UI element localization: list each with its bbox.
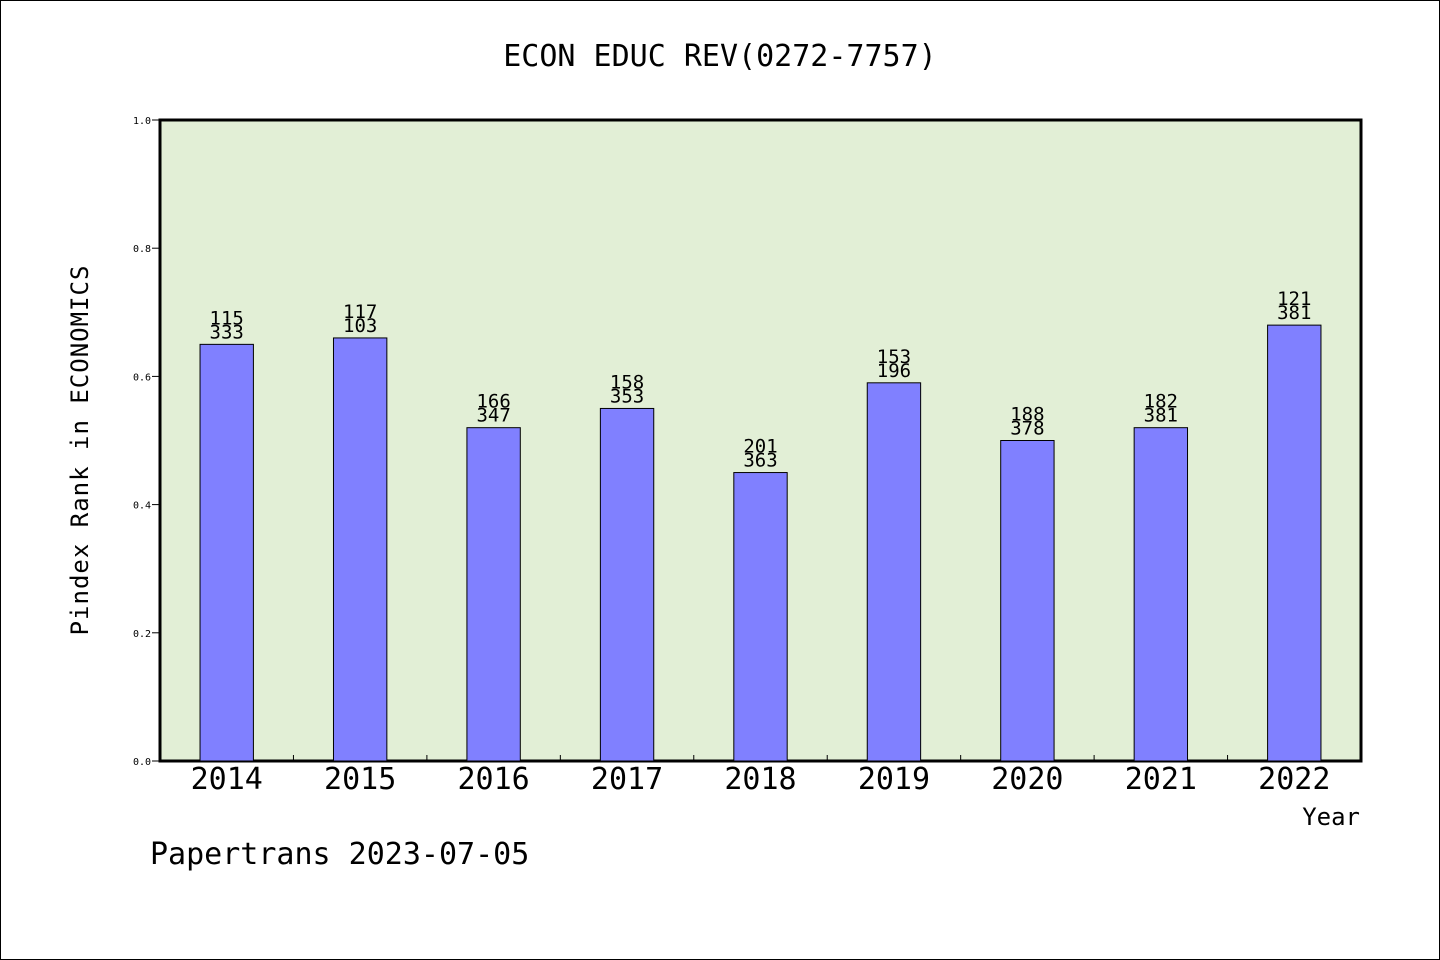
x-tick-label: 2014 xyxy=(191,762,263,797)
bar-2016 xyxy=(466,427,521,762)
bar-2019 xyxy=(866,382,922,762)
bar-2014 xyxy=(199,343,254,762)
y-axis-label: Pindex Rank in ECONOMICS xyxy=(66,265,94,636)
x-axis-label: Year xyxy=(1302,803,1360,831)
bars-group: 1153331171031663471583532013631531961883… xyxy=(199,288,1322,762)
y-tick-label: 0.4 xyxy=(133,501,151,512)
bar-label-bottom: 333 xyxy=(210,321,244,343)
bar-label-top: 121 xyxy=(1277,288,1311,310)
bar-label-top: 158 xyxy=(610,371,644,393)
x-tick-label: 2015 xyxy=(324,762,396,797)
bar-2015 xyxy=(332,337,388,762)
x-tick-label: 2020 xyxy=(991,762,1063,797)
bar-label-top: 153 xyxy=(877,346,911,368)
bar-label-bottom: 347 xyxy=(476,405,510,427)
bar-label-top: 117 xyxy=(343,301,377,323)
bar-label-bottom: 363 xyxy=(743,450,777,472)
y-tick-label: 0.8 xyxy=(133,244,151,255)
x-tick-label: 2017 xyxy=(591,762,663,797)
y-tick-label: 0.2 xyxy=(133,629,151,640)
bar-2017 xyxy=(599,407,655,762)
bar-2020 xyxy=(1000,440,1055,762)
bar-label-top: 188 xyxy=(1010,404,1044,426)
x-tick-label: 2016 xyxy=(457,762,529,797)
bar-2022 xyxy=(1267,324,1322,762)
bar-2021 xyxy=(1133,427,1189,762)
y-tick-label: 0.6 xyxy=(133,372,151,383)
bar-label-bottom: 103 xyxy=(343,315,377,337)
footer-credit: Papertrans 2023-07-05 xyxy=(150,837,529,872)
x-axis-ticks: 2014 2015 2016 2017 2018 2019 2020 2021 2022 xyxy=(191,755,1330,797)
bar-label-top: 201 xyxy=(743,436,777,458)
bar-label-top: 115 xyxy=(210,307,244,329)
bar-label-bottom: 353 xyxy=(610,385,644,407)
x-tick-label: 2019 xyxy=(858,762,930,797)
x-tick-label: 2021 xyxy=(1125,762,1197,797)
y-tick-label: 1.0 xyxy=(133,116,151,127)
bar-2018 xyxy=(733,472,788,762)
bar-label-top: 182 xyxy=(1144,391,1178,413)
x-tick-label: 2018 xyxy=(724,762,796,797)
chart-title: ECON EDUC REV(0272-7757) xyxy=(503,39,936,74)
bar-label-bottom: 378 xyxy=(1010,418,1044,440)
y-axis-ticks: 0.0 0.2 0.4 0.6 0.8 1.0 xyxy=(133,116,160,768)
x-tick-label: 2022 xyxy=(1258,762,1330,797)
bar-label-top: 166 xyxy=(476,391,510,413)
bar-label-bottom: 381 xyxy=(1144,405,1178,427)
bar-label-bottom: 196 xyxy=(877,360,911,382)
y-tick-label: 0.0 xyxy=(133,757,151,768)
bar-label-bottom: 381 xyxy=(1277,302,1311,324)
